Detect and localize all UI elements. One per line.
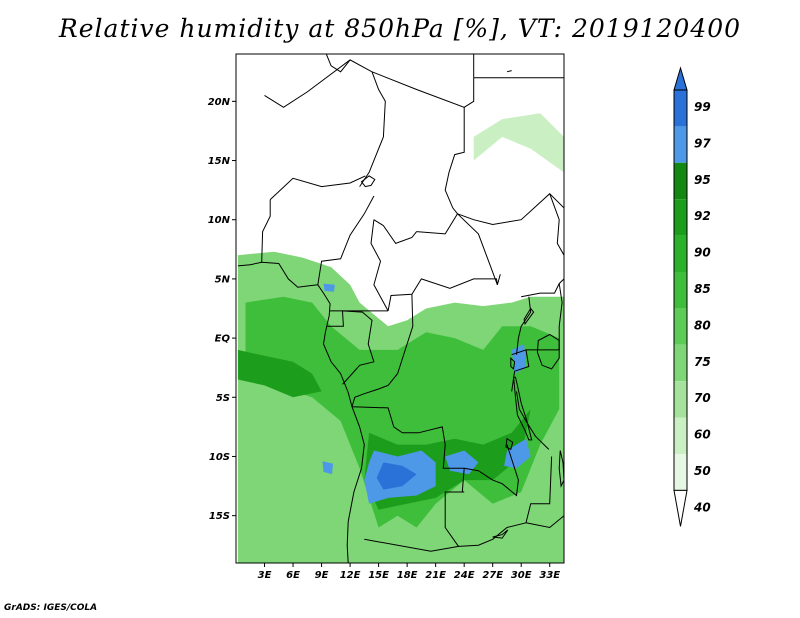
border-ssudan-ethiopia xyxy=(549,193,564,256)
lon-tick-label: 12E xyxy=(340,570,361,581)
lon-tick-label: 33E xyxy=(539,570,560,581)
border-uganda-drc xyxy=(516,296,532,355)
colorbar-segment xyxy=(674,344,687,382)
colorbar-segment xyxy=(674,126,687,163)
border-chad-sudan xyxy=(416,107,465,235)
border-libya-south xyxy=(371,71,475,108)
border-angola-drc xyxy=(351,406,465,493)
longitude-axis: 3E 6E 9E 12E 15E 18E 21E 24E 27E 30E 33E xyxy=(258,563,560,581)
lake-chad xyxy=(360,175,376,188)
lat-tick-label: 20N xyxy=(208,97,231,108)
latitude-axis: 20N 15N 10N 5N EQ 5S 10S 15S xyxy=(208,97,236,522)
lat-tick-label: 15S xyxy=(209,511,230,522)
grads-credit: GrADS: IGES/COLA xyxy=(4,603,98,613)
border-congo-drc xyxy=(351,384,389,407)
colorbar-label: 90 xyxy=(694,246,711,260)
coast-nile-delta xyxy=(506,70,512,73)
rh-95-spot-west xyxy=(322,461,333,475)
border-uganda-kenya xyxy=(558,283,563,350)
border-algeria-libya xyxy=(325,54,351,73)
colorbar-segment xyxy=(674,162,687,200)
lat-tick-label: EQ xyxy=(215,334,231,345)
colorbar-top-cap xyxy=(673,66,688,91)
lon-tick-label: 9E xyxy=(315,570,329,581)
lake-malawi xyxy=(558,450,564,488)
lon-tick-label: 21E xyxy=(425,570,446,581)
colorbar-bottom-cap xyxy=(673,489,688,527)
lon-tick-label: 24E xyxy=(454,570,475,581)
border-gabon-eqg xyxy=(327,310,344,327)
coastlines-layer xyxy=(237,70,512,563)
border-zambia-south xyxy=(458,522,527,547)
colorbar-segment xyxy=(674,381,687,418)
border-drc-north xyxy=(387,294,414,386)
lon-tick-label: 30E xyxy=(511,570,532,581)
lat-tick-label: 15N xyxy=(208,156,231,167)
colorbar-label: 40 xyxy=(693,500,711,514)
humidity-field xyxy=(236,54,564,563)
border-nigeria-cameroon xyxy=(317,195,375,285)
border-sudan-ssudan xyxy=(457,193,564,226)
border-cameroon-east xyxy=(370,219,389,312)
border-car-ssudan xyxy=(457,213,498,285)
colorbar-label: 80 xyxy=(694,318,711,332)
border-drc-zambia xyxy=(464,444,519,497)
border-zambia-malawi xyxy=(525,456,553,523)
lake-victoria xyxy=(536,333,560,370)
border-nigeria-west xyxy=(261,199,271,263)
rh-50-northeast xyxy=(473,113,564,173)
colorbar-label: 70 xyxy=(694,391,711,405)
border-tanzania-west xyxy=(516,391,550,450)
colorbar-segment xyxy=(674,90,687,127)
colorbar-segment xyxy=(674,417,687,454)
colorbar-label: 92 xyxy=(694,209,711,223)
colorbar: 99 97 95 92 90 85 80 75 70 60 50 40 xyxy=(673,66,711,527)
lake-tanganyika xyxy=(513,376,533,441)
lon-tick-label: 6E xyxy=(286,570,300,581)
lon-tick-label: 15E xyxy=(368,570,389,581)
lake-mweru xyxy=(505,437,514,451)
lat-tick-label: 10S xyxy=(209,452,230,463)
country-borders-layer xyxy=(261,54,564,552)
colorbar-segment xyxy=(674,235,687,272)
rh-95-lakes xyxy=(504,438,531,469)
lake-kariba xyxy=(492,529,509,539)
border-angola-zambia xyxy=(364,491,465,552)
border-mozambique-north xyxy=(525,515,564,529)
coast-west-africa xyxy=(237,261,365,563)
map-title: Relative humidity at 850hPa [%], VT: 201… xyxy=(58,14,742,43)
lon-tick-label: 18E xyxy=(397,570,418,581)
colorbar-label: 85 xyxy=(694,282,711,296)
colorbar-label: 99 xyxy=(694,100,711,114)
lat-tick-label: 5S xyxy=(216,393,230,404)
rh-95-spot-north xyxy=(323,283,335,292)
colorbar-segment xyxy=(674,308,687,345)
colorbar-label: 50 xyxy=(694,464,711,478)
lon-tick-label: 3E xyxy=(258,570,272,581)
border-nigeria-niger xyxy=(269,175,366,200)
lake-kivu xyxy=(510,357,516,370)
rh-90-gulf xyxy=(237,349,322,398)
lat-tick-label: 5N xyxy=(215,274,231,285)
colorbar-label: 97 xyxy=(694,136,711,150)
border-ssudan-east xyxy=(521,278,564,298)
colorbar-segment xyxy=(674,454,687,491)
colorbar-label: 60 xyxy=(694,428,711,442)
border-congo-gabon xyxy=(342,310,375,385)
colorbar-label: 75 xyxy=(694,355,711,369)
map-frame xyxy=(235,53,565,564)
lon-tick-label: 27E xyxy=(482,570,503,581)
rh-97-angola xyxy=(376,462,417,490)
colorbar-label: 95 xyxy=(694,173,711,187)
colorbar-segment xyxy=(674,272,687,309)
colorbar-segment xyxy=(674,199,687,236)
border-chad-car xyxy=(373,219,417,245)
border-rwanda-burundi xyxy=(511,349,530,392)
lat-tick-label: 10N xyxy=(208,215,231,226)
border-niger-chad xyxy=(264,59,386,187)
